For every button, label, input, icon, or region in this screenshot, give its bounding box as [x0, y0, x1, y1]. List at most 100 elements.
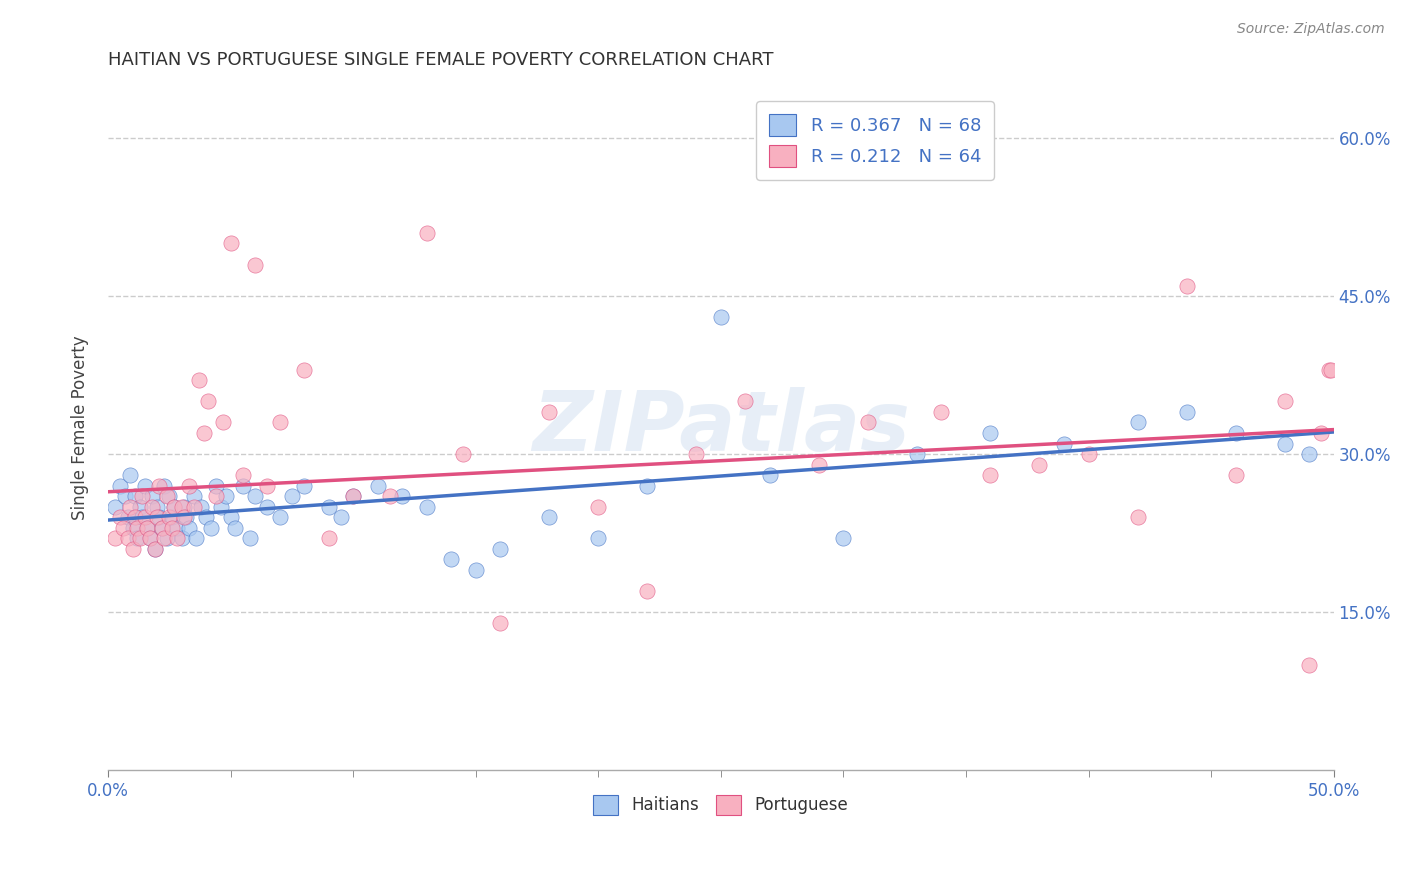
Point [636, 584, 658, 599]
Point [979, 425, 1001, 440]
Point [979, 468, 1001, 483]
Point [117, 532, 139, 546]
Point [190, 500, 212, 514]
Point [134, 510, 156, 524]
Point [1028, 458, 1050, 472]
Point [807, 458, 830, 472]
Point [685, 447, 707, 461]
Point [489, 541, 512, 556]
Point [124, 489, 146, 503]
Point [759, 468, 782, 483]
Point [1225, 425, 1247, 440]
Point [166, 532, 188, 546]
Point [1320, 363, 1343, 377]
Point [453, 447, 475, 461]
Point [127, 532, 149, 546]
Point [117, 510, 139, 524]
Point [156, 489, 179, 503]
Point [138, 532, 160, 546]
Point [905, 447, 928, 461]
Text: Source: ZipAtlas.com: Source: ZipAtlas.com [1237, 22, 1385, 37]
Point [243, 489, 266, 503]
Point [177, 478, 200, 492]
Point [256, 500, 278, 514]
Point [193, 425, 215, 440]
Point [183, 500, 205, 514]
Point [1175, 278, 1198, 293]
Point [134, 478, 156, 492]
Point [342, 489, 364, 503]
Point [342, 489, 364, 503]
Point [173, 510, 195, 524]
Point [197, 394, 219, 409]
Point [214, 489, 236, 503]
Point [187, 373, 209, 387]
Point [232, 468, 254, 483]
Point [136, 521, 159, 535]
Point [391, 489, 413, 503]
Point [415, 500, 437, 514]
Point [195, 510, 218, 524]
Point [329, 510, 352, 524]
Point [118, 468, 141, 483]
Point [176, 510, 198, 524]
Point [212, 416, 235, 430]
Point [110, 510, 132, 524]
Point [186, 532, 208, 546]
Point [163, 500, 186, 514]
Point [148, 478, 170, 492]
Point [138, 532, 160, 546]
Point [177, 521, 200, 535]
Point [224, 521, 246, 535]
Point [269, 510, 291, 524]
Point [856, 416, 879, 430]
Point [232, 478, 254, 492]
Point [160, 510, 183, 524]
Point [489, 615, 512, 630]
Point [153, 532, 176, 546]
Point [1126, 510, 1149, 524]
Point [367, 478, 389, 492]
Point [292, 363, 315, 377]
Point [734, 394, 756, 409]
Point [146, 510, 169, 524]
Point [166, 521, 188, 535]
Point [1298, 447, 1320, 461]
Point [318, 500, 340, 514]
Point [170, 532, 193, 546]
Point [832, 532, 855, 546]
Point [121, 521, 143, 535]
Point [209, 500, 232, 514]
Point [292, 478, 315, 492]
Text: HAITIAN VS PORTUGUESE SINGLE FEMALE POVERTY CORRELATION CHART: HAITIAN VS PORTUGUESE SINGLE FEMALE POVE… [108, 51, 773, 69]
Point [440, 552, 463, 566]
Point [131, 510, 153, 524]
Point [153, 478, 176, 492]
Point [636, 478, 658, 492]
Point [931, 405, 953, 419]
Point [318, 532, 340, 546]
Point [1298, 657, 1320, 672]
Point [173, 500, 195, 514]
Point [1225, 468, 1247, 483]
Point [146, 500, 169, 514]
Point [157, 510, 180, 524]
Point [1077, 447, 1099, 461]
Point [710, 310, 733, 325]
Point [1274, 436, 1296, 450]
Point [114, 489, 136, 503]
Point [170, 500, 193, 514]
Point [205, 478, 228, 492]
Y-axis label: Single Female Poverty: Single Female Poverty [72, 335, 89, 520]
Point [586, 532, 609, 546]
Point [118, 500, 141, 514]
Point [464, 563, 486, 577]
Point [538, 510, 561, 524]
Point [219, 510, 242, 524]
Point [538, 405, 561, 419]
Point [586, 500, 609, 514]
Point [131, 489, 153, 503]
Point [124, 510, 146, 524]
Point [141, 489, 163, 503]
Point [104, 532, 127, 546]
